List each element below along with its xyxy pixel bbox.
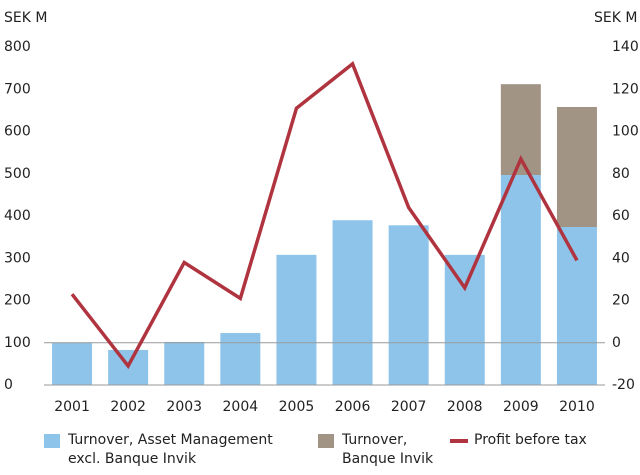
legend-item: Turnover, Banque Invik — [318, 431, 442, 469]
line — [70, 61, 579, 370]
y-axis-label: SEK M — [4, 10, 47, 26]
bar — [444, 254, 485, 385]
y-tick-label: 800 — [4, 39, 31, 55]
x-tick-label: 2003 — [166, 399, 202, 415]
y2-tick-label: 60 — [612, 208, 630, 224]
bar — [332, 220, 373, 385]
x-tick-label: 2002 — [110, 399, 146, 415]
legend-swatch — [44, 434, 60, 448]
bar — [556, 226, 597, 385]
bar — [276, 254, 317, 385]
y-tick-label: 200 — [4, 293, 31, 309]
legend-label: Profit before tax — [474, 432, 587, 448]
legend-label: Turnover, Asset Management excl. Banque … — [68, 432, 273, 467]
x-tick-label: 2008 — [447, 399, 483, 415]
bar — [220, 333, 261, 385]
y-tick-label: 700 — [4, 81, 31, 97]
legend-swatch — [450, 439, 468, 443]
y2-tick-label: 0 — [612, 335, 621, 351]
y2-tick-label: 100 — [612, 124, 639, 140]
bar — [556, 106, 597, 227]
y-tick-label: 600 — [4, 124, 31, 140]
x-tick-label: 2010 — [559, 399, 595, 415]
y2-tick-label: 140 — [612, 39, 639, 55]
y-tick-label: 0 — [4, 377, 13, 393]
x-tick-label: 2007 — [391, 399, 427, 415]
x-tick-label: 2004 — [223, 399, 259, 415]
y-tick-label: 400 — [4, 208, 31, 224]
y-tick-label: 300 — [4, 250, 31, 266]
y-tick-label: 500 — [4, 166, 31, 182]
bar — [52, 342, 93, 385]
y2-tick-label: 20 — [612, 293, 630, 309]
legend-swatch — [318, 434, 334, 448]
bar — [164, 341, 205, 385]
y2-tick-label: 120 — [612, 81, 639, 97]
legend-label: Turnover, Banque Invik — [342, 432, 434, 467]
legend-item: Turnover, Asset Management excl. Banque … — [44, 431, 308, 469]
y2-tick-label: -20 — [612, 377, 635, 393]
y-tick-label: 100 — [4, 335, 31, 351]
bar — [388, 225, 429, 385]
x-tick-label: 2001 — [54, 399, 90, 415]
x-tick-label: 2006 — [335, 399, 371, 415]
y2-tick-label: 40 — [612, 250, 630, 266]
x-tick-label: 2009 — [503, 399, 539, 415]
bar — [500, 175, 541, 385]
x-tick-label: 2005 — [279, 399, 315, 415]
y2-tick-label: 80 — [612, 166, 630, 182]
y2-axis-label: SEK M — [594, 10, 637, 26]
legend-item: Profit before tax — [450, 431, 640, 450]
